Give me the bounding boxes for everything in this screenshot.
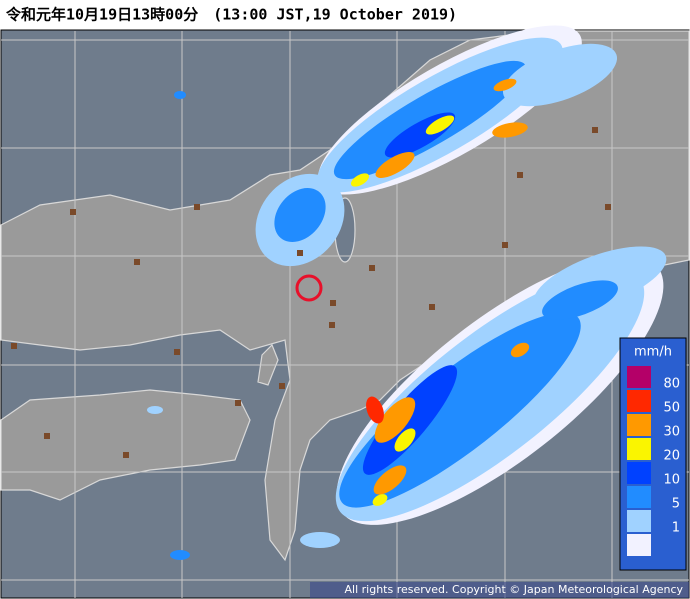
legend-swatch bbox=[627, 462, 651, 484]
rain-area bbox=[372, 494, 388, 506]
rain-area bbox=[502, 43, 618, 107]
rain-area bbox=[425, 115, 455, 135]
legend-swatch bbox=[627, 414, 651, 436]
graticule bbox=[1, 31, 689, 598]
rain-area bbox=[374, 397, 416, 443]
city bbox=[134, 259, 140, 265]
legend-label: 80 bbox=[663, 377, 680, 392]
legend-swatch bbox=[627, 390, 651, 412]
precipitation bbox=[147, 25, 667, 560]
rain-area bbox=[300, 532, 340, 548]
city bbox=[605, 204, 611, 210]
legend-swatch bbox=[627, 486, 651, 508]
cities bbox=[11, 127, 611, 458]
rain-area bbox=[373, 465, 407, 495]
city bbox=[123, 452, 129, 458]
footer-bar bbox=[310, 582, 689, 598]
location-marker bbox=[295, 274, 323, 302]
city bbox=[592, 127, 598, 133]
legend-label: 30 bbox=[663, 425, 680, 440]
copyright: All rights reserved. Copyright © Japan M… bbox=[345, 583, 684, 596]
rain-area bbox=[339, 312, 581, 508]
city bbox=[517, 172, 523, 178]
rain-area bbox=[394, 428, 416, 452]
city bbox=[429, 304, 435, 310]
rain-area bbox=[350, 173, 370, 187]
legend-unit: mm/h bbox=[634, 345, 672, 360]
legend-label: 10 bbox=[663, 473, 680, 488]
city bbox=[502, 242, 508, 248]
city bbox=[194, 204, 200, 210]
rain-area bbox=[170, 550, 190, 560]
rain-area bbox=[542, 280, 618, 320]
legend-label: 50 bbox=[663, 401, 680, 416]
city bbox=[369, 265, 375, 271]
legend: mm/h 80 50 30 20 10 5 1 bbox=[619, 337, 687, 571]
rain-area bbox=[274, 188, 326, 242]
city bbox=[44, 433, 50, 439]
rain-area bbox=[375, 152, 415, 178]
rain-area bbox=[147, 406, 163, 414]
city bbox=[70, 209, 76, 215]
city bbox=[330, 300, 336, 306]
legend-swatch bbox=[627, 510, 651, 532]
city bbox=[11, 343, 17, 349]
rain-area bbox=[366, 396, 384, 424]
legend-swatch bbox=[627, 438, 651, 460]
legend-swatch bbox=[627, 366, 651, 388]
city bbox=[279, 383, 285, 389]
legend-label: 5 bbox=[672, 497, 680, 512]
city bbox=[174, 349, 180, 355]
rain-area bbox=[510, 342, 530, 358]
title: 令和元年10月19日13時00分 (13:00 JST,19 October 2… bbox=[6, 6, 457, 24]
rain-area bbox=[362, 365, 458, 475]
rain-area bbox=[492, 122, 528, 138]
city bbox=[329, 322, 335, 328]
city bbox=[235, 400, 241, 406]
rain-area bbox=[493, 78, 517, 92]
rain-area bbox=[174, 91, 186, 99]
city bbox=[297, 250, 303, 256]
legend-swatch bbox=[627, 534, 651, 556]
legend-label: 20 bbox=[663, 449, 680, 464]
legend-label: 1 bbox=[672, 521, 680, 536]
